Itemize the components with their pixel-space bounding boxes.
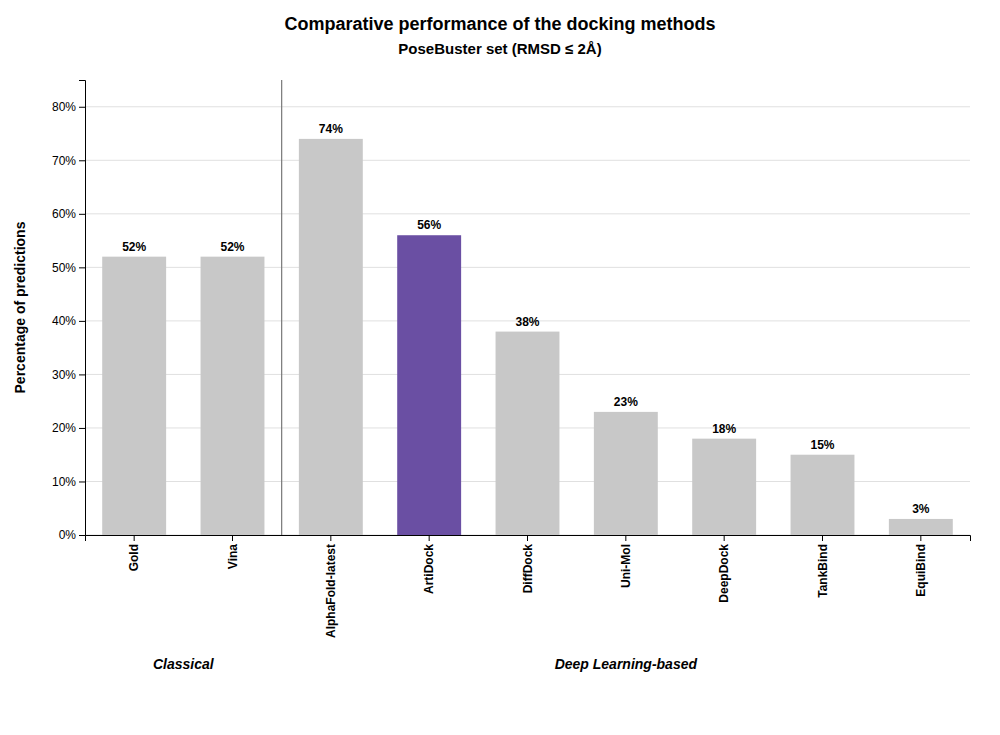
- y-tick: 80%: [52, 100, 85, 114]
- y-tick-mark: [79, 321, 85, 322]
- y-tick-label: 40%: [52, 314, 76, 328]
- bars: [102, 139, 953, 535]
- data-label: 38%: [515, 315, 539, 329]
- y-tick-label: 60%: [52, 207, 76, 221]
- bar: [791, 455, 855, 535]
- x-tick: TankBind: [816, 535, 830, 598]
- data-label: 56%: [417, 218, 441, 232]
- x-tick: Gold: [127, 535, 141, 571]
- data-label: 18%: [712, 422, 736, 436]
- x-tick-label: Uni-Mol: [619, 544, 633, 588]
- y-tick: 0%: [59, 528, 85, 542]
- x-tick: DeepDock: [717, 535, 731, 603]
- x-tick-label: ArtiDock: [422, 544, 436, 594]
- data-label: 52%: [122, 240, 146, 254]
- y-tick: 40%: [52, 314, 85, 328]
- grid-line: [85, 213, 970, 214]
- y-tick: 30%: [52, 368, 85, 382]
- y-tick-label: 20%: [52, 421, 76, 435]
- x-tick: ArtiDock: [422, 535, 436, 594]
- y-tick-mark: [79, 481, 85, 482]
- y-tick-mark: [79, 535, 85, 536]
- y-tick: 50%: [52, 261, 85, 275]
- group-labels: Classical Deep Learning-based: [153, 656, 697, 672]
- y-tick: 10%: [52, 475, 85, 489]
- data-labels: 52% 52% 74% 56% 38% 23% 18% 15% 3%: [122, 122, 930, 516]
- chart: Comparative performance of the docking m…: [0, 0, 1000, 735]
- x-tick-mark: [134, 535, 135, 541]
- y-tick-label: 70%: [52, 154, 76, 168]
- data-label: 15%: [810, 438, 834, 452]
- x-tick-label: AlphaFold-latest: [324, 544, 338, 638]
- y-tick-mark: [79, 214, 85, 215]
- bar: [201, 257, 265, 535]
- x-tick-mark: [330, 535, 331, 541]
- y-tick-mark: [79, 428, 85, 429]
- data-label: 23%: [614, 395, 638, 409]
- y-tick-label: 80%: [52, 100, 76, 114]
- x-tick-mark: [232, 535, 233, 541]
- plot: 0% 10% 20% 30% 40% 50% 60% 70% 80% Percentage of …: [12, 80, 971, 672]
- y-axis-line: [79, 81, 86, 536]
- y-tick-label: 10%: [52, 475, 76, 489]
- bar: [102, 257, 166, 535]
- x-tick-label: EquiBind: [914, 544, 928, 597]
- y-axis: 0% 10% 20% 30% 40% 50% 60% 70% 80%: [52, 81, 86, 543]
- y-tick: 70%: [52, 154, 85, 168]
- bar: [594, 412, 658, 535]
- x-tick-mark: [429, 535, 430, 541]
- y-tick-mark: [79, 267, 85, 268]
- x-tick-mark: [920, 535, 921, 541]
- x-tick-label: Vina: [226, 544, 240, 569]
- group-label: Classical: [153, 656, 215, 672]
- group-divider: [281, 80, 282, 535]
- x-tick: Vina: [226, 535, 240, 569]
- title: Comparative performance of the docking m…: [284, 14, 715, 34]
- y-tick-mark: [79, 160, 85, 161]
- x-tick-mark: [822, 535, 823, 541]
- grid-line: [85, 160, 970, 161]
- data-label: 52%: [220, 240, 244, 254]
- x-tick-mark: [527, 535, 528, 541]
- y-tick-mark: [79, 107, 85, 108]
- data-label: 3%: [912, 502, 930, 516]
- x-tick: DiffDock: [521, 535, 535, 593]
- bar: [496, 332, 560, 535]
- x-axis-line: [86, 536, 971, 542]
- bar: [692, 439, 756, 535]
- x-tick-label: DeepDock: [717, 544, 731, 603]
- x-tick-label: TankBind: [816, 544, 830, 598]
- y-axis-title: Percentage of predictions: [12, 221, 28, 393]
- x-tick-label: Gold: [127, 544, 141, 571]
- data-label: 74%: [319, 122, 343, 136]
- y-tick-label: 0%: [59, 528, 77, 542]
- y-tick-mark: [79, 374, 85, 375]
- x-axis: Gold Vina AlphaFold-latest ArtiDock DiffDock…: [86, 535, 971, 638]
- group-label: Deep Learning-based: [555, 656, 698, 672]
- x-tick: Uni-Mol: [619, 535, 633, 588]
- y-tick-label: 50%: [52, 261, 76, 275]
- y-tick: 20%: [52, 421, 85, 435]
- x-tick: AlphaFold-latest: [324, 535, 338, 638]
- grid: [85, 107, 970, 535]
- subtitle: PoseBuster set (RMSD ≤ 2Å): [398, 40, 601, 57]
- y-tick-label: 30%: [52, 368, 76, 382]
- y-tick: 60%: [52, 207, 85, 221]
- bar: [299, 139, 363, 535]
- grid-line: [85, 106, 970, 107]
- x-tick-mark: [625, 535, 626, 541]
- x-tick-mark: [724, 535, 725, 541]
- bar: [889, 519, 953, 535]
- bar: [397, 235, 461, 535]
- x-tick-label: DiffDock: [521, 544, 535, 594]
- x-tick: EquiBind: [914, 535, 928, 597]
